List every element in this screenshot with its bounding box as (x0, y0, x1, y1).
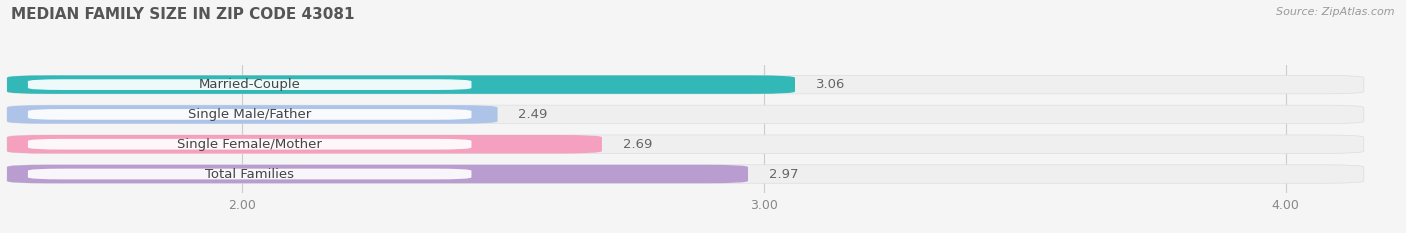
FancyBboxPatch shape (7, 75, 1364, 94)
FancyBboxPatch shape (7, 105, 1364, 124)
Text: Married-Couple: Married-Couple (198, 78, 301, 91)
FancyBboxPatch shape (28, 139, 471, 150)
FancyBboxPatch shape (7, 135, 602, 154)
Text: Single Male/Father: Single Male/Father (188, 108, 311, 121)
FancyBboxPatch shape (7, 105, 498, 124)
FancyBboxPatch shape (7, 75, 794, 94)
Text: Source: ZipAtlas.com: Source: ZipAtlas.com (1277, 7, 1395, 17)
Text: Single Female/Mother: Single Female/Mother (177, 138, 322, 151)
FancyBboxPatch shape (7, 135, 1364, 154)
FancyBboxPatch shape (28, 109, 471, 120)
FancyBboxPatch shape (28, 169, 471, 179)
Text: 3.06: 3.06 (815, 78, 845, 91)
FancyBboxPatch shape (7, 165, 748, 183)
Text: 2.97: 2.97 (769, 168, 799, 181)
Text: 2.69: 2.69 (623, 138, 652, 151)
FancyBboxPatch shape (28, 79, 471, 90)
Text: Total Families: Total Families (205, 168, 294, 181)
Text: 2.49: 2.49 (519, 108, 548, 121)
FancyBboxPatch shape (7, 165, 1364, 183)
Text: MEDIAN FAMILY SIZE IN ZIP CODE 43081: MEDIAN FAMILY SIZE IN ZIP CODE 43081 (11, 7, 354, 22)
